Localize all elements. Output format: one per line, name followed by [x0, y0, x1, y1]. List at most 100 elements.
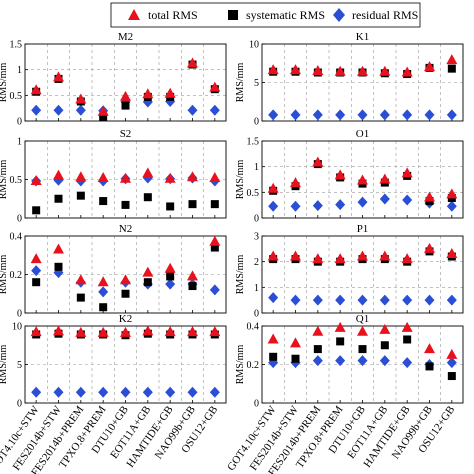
residual-rms-point	[357, 294, 368, 306]
residual-rms-point	[446, 109, 457, 121]
panel-m2: 0 0.5 1 1.5 M2 RMS/mm	[0, 31, 227, 128]
residual-rms-point	[335, 109, 346, 121]
y-tick-label: 5	[254, 78, 259, 89]
y-tick-label: 1	[254, 283, 259, 294]
total-rms-point	[97, 326, 109, 337]
systematic-rms-point	[380, 341, 389, 350]
residual-rms-point	[357, 109, 368, 121]
total-rms-point	[187, 171, 198, 182]
y-tick-label: 3	[254, 232, 259, 243]
systematic-rms-point	[76, 293, 85, 302]
residual-rms-point	[187, 386, 198, 398]
legend-label-residual: residual RMS	[352, 8, 418, 22]
residual-rms-point	[335, 199, 346, 211]
residual-rms-point	[446, 294, 457, 306]
y-tick-label: 0.4	[247, 322, 260, 333]
systematic-rms-point	[358, 345, 367, 354]
residual-rms-point	[209, 104, 220, 116]
panel-title: P1	[357, 223, 369, 235]
total-rms-point	[120, 90, 131, 101]
panel-title: O1	[356, 128, 369, 140]
total-rms-point	[75, 171, 87, 182]
residual-rms-point	[335, 355, 346, 367]
systematic-rms-point	[32, 278, 41, 287]
residual-rms-point	[379, 294, 390, 306]
total-rms-point	[446, 54, 458, 65]
residual-rms-point	[53, 104, 64, 116]
residual-rms-point	[402, 357, 413, 369]
residual-rms-point	[402, 294, 413, 306]
y-tick-label: 0.2	[10, 270, 23, 281]
y-tick-label: 0.4	[10, 232, 23, 243]
systematic-rms-point	[403, 335, 412, 344]
systematic-rms-point	[143, 193, 152, 202]
total-rms-point	[267, 182, 279, 193]
total-rms-point	[424, 242, 435, 253]
total-rms-point	[379, 250, 391, 261]
panel-k2: 0 5 10 K2 RMS/mm	[0, 313, 227, 410]
total-rms-point	[357, 174, 368, 185]
y-axis-label: RMS/mm	[235, 345, 246, 385]
total-rms-point	[187, 57, 198, 68]
residual-rms-point	[424, 109, 435, 121]
y-tick-label: 5	[17, 360, 22, 371]
total-rms-point	[209, 81, 221, 92]
total-rms-point	[290, 337, 301, 348]
systematic-rms-point	[143, 278, 152, 287]
total-rms-point	[424, 61, 435, 72]
panel-title: K1	[356, 31, 369, 43]
total-rms-point	[142, 88, 154, 99]
legend: total RMS systematic RMS residual RMS	[110, 2, 421, 28]
y-tick-label: 0	[254, 117, 259, 128]
residual-rms-point	[424, 294, 435, 306]
total-rms-point	[267, 64, 279, 75]
panels: 00.511.5M2RMS/mm0510K1RMS/mm00.51S2RMS/m…	[0, 31, 464, 410]
total-rms-point	[334, 253, 346, 264]
systematic-rms-point	[269, 352, 278, 361]
residual-rms-point	[379, 109, 390, 121]
total-rms-point	[187, 270, 198, 281]
residual-rms-point	[209, 284, 220, 296]
total-rms-point	[164, 172, 176, 183]
y-axis-label: RMS/mm	[235, 160, 246, 200]
residual-rms-point	[165, 386, 176, 398]
residual-rms-point	[290, 294, 301, 306]
residual-rms-point	[75, 104, 86, 116]
y-tick-label: 0	[254, 399, 259, 410]
total-rms-point	[290, 250, 301, 261]
systematic-rms-point	[99, 303, 108, 312]
y-tick-label: 0	[254, 214, 259, 225]
residual-rms-point	[268, 109, 279, 121]
systematic-rms-point	[54, 262, 63, 271]
total-rms-point	[334, 321, 346, 332]
total-rms-point	[30, 175, 42, 186]
residual-rms-point	[53, 386, 64, 398]
total-rms-point	[53, 243, 64, 254]
total-rms-point	[75, 93, 87, 104]
total-rms-point	[164, 87, 176, 98]
systematic-rms-point	[336, 337, 345, 346]
y-tick-label: 0	[17, 117, 22, 128]
y-tick-label: 1.5	[10, 40, 23, 51]
y-tick-label: 2	[254, 257, 259, 268]
total-rms-point	[424, 343, 435, 354]
residual-rms-point	[209, 386, 220, 398]
systematic-rms-point	[54, 194, 63, 203]
residual-rms-point	[402, 194, 413, 206]
residual-rms-point	[446, 357, 457, 369]
total-rms-point	[142, 325, 154, 336]
residual-rms-point	[187, 104, 198, 116]
total-rms-point	[164, 262, 176, 273]
total-rms-point	[401, 167, 413, 178]
residual-rms-point	[402, 109, 413, 121]
total-rms-point	[30, 84, 42, 95]
total-rms-point	[267, 250, 279, 261]
y-tick-label: 0.5	[247, 188, 260, 199]
panel-o1: 0 0.5 1 1.5 O1 RMS/mm	[235, 128, 464, 225]
legend-box	[110, 2, 421, 28]
total-rms-point	[357, 65, 368, 76]
systematic-rms-point	[188, 282, 197, 291]
panel-q1: 0 0.2 0.4 Q1 RMS/mm	[235, 313, 464, 410]
residual-rms-point	[75, 386, 86, 398]
panel-title: M2	[118, 31, 133, 43]
